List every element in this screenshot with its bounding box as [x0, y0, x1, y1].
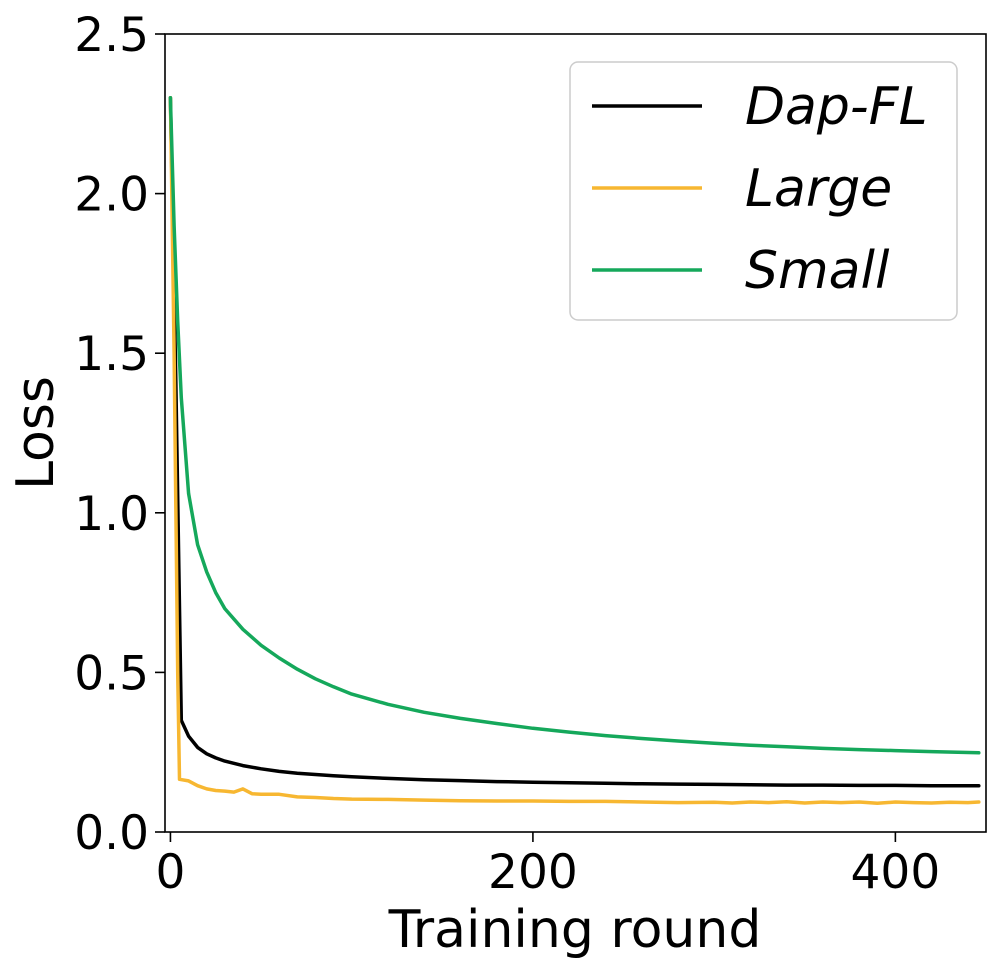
- y-tick-label: 2.0: [74, 168, 149, 223]
- x-axis-label: Training round: [388, 900, 762, 960]
- series-line-small: [168, 96, 981, 755]
- x-tick-label: 0: [155, 845, 185, 900]
- y-tick-label: 1.5: [74, 327, 149, 382]
- series-line-dap-fl: [168, 96, 981, 788]
- series-line-large: [168, 96, 981, 806]
- y-tick-label: 0.5: [74, 646, 149, 701]
- legend-label-dap-fl: Dap-FL: [745, 77, 928, 137]
- x-tick-label: 400: [851, 845, 941, 900]
- y-ticks: 0.0 0.5 1.0 1.5 2.0 2.5: [74, 8, 165, 861]
- y-tick-label: 1.0: [74, 487, 149, 542]
- legend-box: [569, 61, 958, 321]
- y-tick-label: 0.0: [74, 806, 149, 861]
- legend: Dap-FL Large Small: [569, 61, 958, 321]
- x-ticks: 0 200 400: [155, 832, 940, 900]
- axes-frame: [164, 33, 987, 833]
- legend-label-small: Small: [745, 241, 890, 301]
- y-axis-label: Loss: [6, 376, 66, 490]
- legend-label-large: Large: [745, 159, 892, 219]
- y-tick-label: 2.5: [74, 8, 149, 63]
- series-layer: [168, 96, 981, 806]
- x-tick-label: 200: [488, 845, 578, 900]
